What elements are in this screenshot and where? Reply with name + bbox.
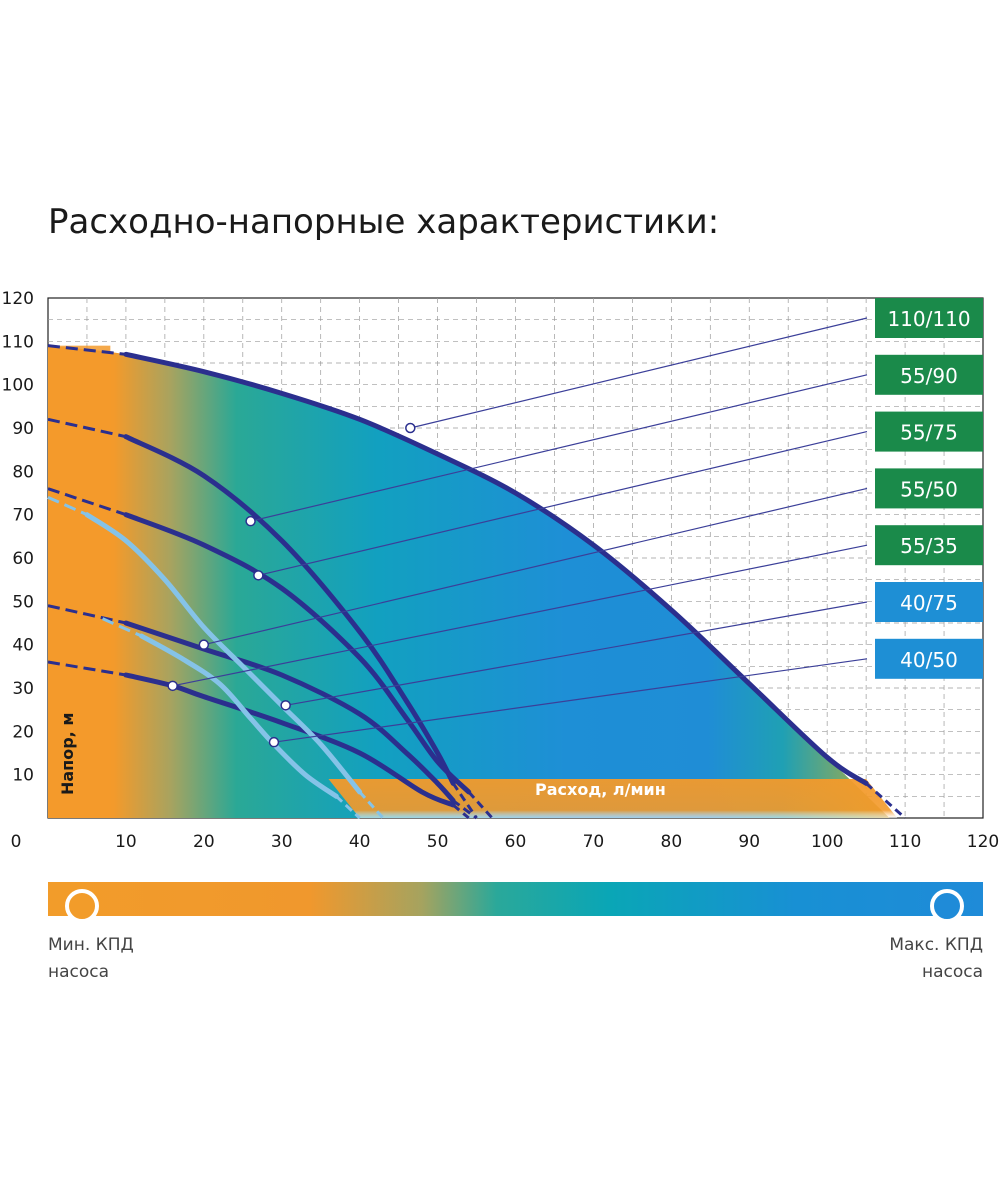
curve-40-75	[84, 512, 363, 795]
curve-tail-55-35	[452, 803, 470, 820]
connector-110-110	[410, 317, 868, 429]
x-tick-label: 30	[271, 832, 293, 852]
y-tick-label: 110	[2, 332, 34, 352]
y-tick-label: 100	[2, 376, 34, 396]
connector-lines	[172, 317, 868, 743]
x-tick-label: 100	[811, 832, 843, 852]
curves	[47, 344, 907, 820]
operating-point	[167, 680, 178, 692]
model-tag-label: 40/75	[900, 591, 958, 615]
x-tick-label: 10	[115, 832, 137, 852]
y-tick-label: 30	[12, 679, 34, 699]
y-tick-label: 90	[12, 419, 34, 439]
y-tick-label: 20	[12, 722, 34, 742]
x-tick-label: 90	[738, 832, 760, 852]
y-tick-label: 50	[12, 592, 34, 612]
curve-head-55-35	[47, 660, 127, 677]
operating-points	[167, 422, 416, 748]
x-tick-label: 60	[505, 832, 527, 852]
curve-55-75	[123, 512, 472, 795]
curve-head-40-75	[47, 495, 88, 517]
operating-point	[198, 639, 210, 650]
x-tick-label: 120	[967, 832, 999, 852]
curve-head-55-50	[47, 604, 127, 625]
operating-point	[253, 570, 264, 581]
curve-head-110-110	[47, 344, 127, 356]
curve-head-55-75	[47, 487, 127, 517]
curve-head-55-90	[47, 417, 127, 439]
y-tick-label: 70	[12, 506, 34, 526]
curve-55-90	[123, 434, 456, 786]
operating-point	[280, 700, 291, 711]
operating-point	[405, 422, 416, 434]
y-tick-label: 80	[12, 462, 34, 482]
x-tick-label: 20	[193, 832, 215, 852]
model-tag-label: 55/35	[900, 534, 958, 558]
model-tag-55-75	[875, 411, 983, 452]
model-tag-label: 55/90	[900, 364, 958, 388]
min-efficiency-label: Мин. КПД	[48, 935, 134, 955]
model-labels: 110/110 55/90 55/75 55/50 55/35 40/75 40/50	[875, 298, 983, 679]
chart-title: Расходно-напорные характеристики:	[48, 202, 720, 242]
model-tag-40-50	[875, 638, 983, 679]
x-tick-label: 0	[11, 832, 22, 852]
connector-55-50	[203, 487, 868, 646]
x-tick-label: 110	[889, 832, 921, 852]
y-tick-label: 10	[12, 766, 34, 786]
curve-tail-40-50	[335, 795, 361, 820]
model-tag-110-110	[875, 298, 983, 338]
curve-tail-110-110	[865, 782, 907, 820]
x-tick-label: 40	[349, 832, 371, 852]
model-tag-55-90	[875, 354, 983, 395]
max-efficiency-marker	[930, 889, 964, 923]
curve-tail-40-75	[358, 790, 385, 820]
curve-40-50	[139, 633, 339, 799]
model-tag-label: 55/50	[900, 477, 958, 501]
max-efficiency-label: Макс. КПД	[889, 935, 983, 955]
x-axis-label: Расход, л/мин	[535, 780, 666, 799]
y-axis-label: Напор, м	[58, 713, 77, 795]
x-tick-label: 50	[427, 832, 449, 852]
curve-tail-55-50	[452, 799, 478, 820]
min-efficiency-marker	[65, 889, 99, 923]
curve-tail-55-75	[467, 790, 494, 820]
model-tag-40-75	[875, 582, 983, 622]
connector-55-35	[172, 544, 868, 687]
model-tag-55-35	[875, 525, 983, 566]
model-tag-label: 110/110	[887, 307, 970, 331]
connector-55-90	[250, 374, 868, 522]
y-tick-label: 40	[12, 636, 34, 656]
x-axis-ticks: 0 10 20 30 40 50 60 70 80 90 100 110 120	[11, 832, 1000, 852]
curve-110-110	[123, 351, 869, 786]
max-efficiency-sublabel: насоса	[921, 962, 983, 982]
y-tick-label: 60	[12, 549, 34, 569]
x-tick-label: 70	[583, 832, 605, 852]
x-tick-label: 80	[661, 832, 683, 852]
y-axis-ticks: 10 20 30 40 50 60 70 80 90 100 110 120	[2, 289, 34, 786]
min-efficiency-sublabel: насоса	[48, 962, 110, 982]
efficiency-legend-bar	[48, 882, 983, 916]
connector-40-75	[285, 601, 868, 706]
operating-point	[268, 736, 280, 748]
curve-head-40-50	[101, 617, 143, 638]
model-tag-55-50	[875, 468, 983, 509]
connector-55-75	[258, 431, 868, 576]
y-tick-label: 120	[2, 289, 34, 309]
connector-40-50	[273, 658, 868, 743]
operating-point	[245, 515, 256, 527]
low-efficiency-strip	[48, 345, 111, 818]
model-tag-label: 40/50	[900, 648, 958, 672]
model-tag-label: 55/75	[900, 421, 958, 445]
